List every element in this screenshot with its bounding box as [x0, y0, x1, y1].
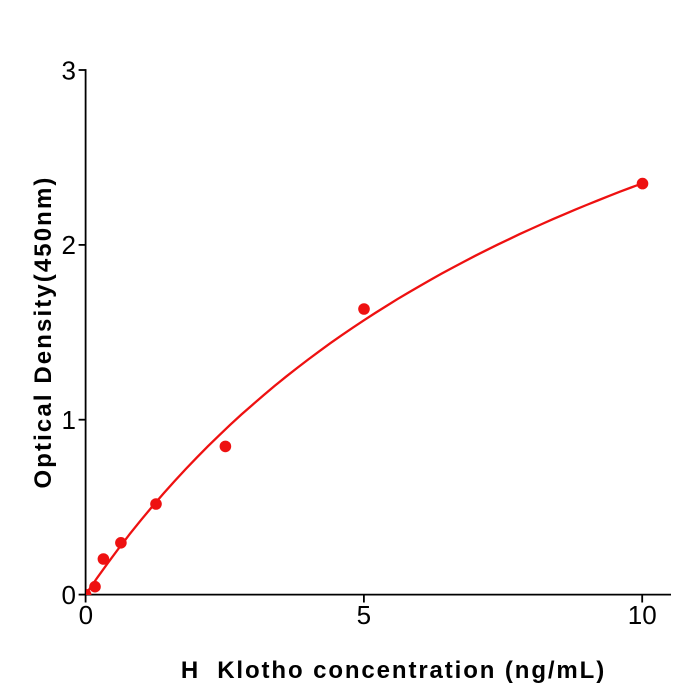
svg-text:0: 0	[79, 600, 93, 630]
svg-text:Optical Density(450nm): Optical Density(450nm)	[30, 176, 57, 489]
svg-text:3: 3	[62, 55, 76, 85]
svg-text:0: 0	[62, 580, 76, 610]
svg-text:1: 1	[62, 405, 76, 435]
svg-text:H Klotho concentration (ng/mL: H Klotho concentration (ng/mL)	[181, 657, 606, 684]
svg-text:5: 5	[357, 600, 371, 630]
svg-text:10: 10	[628, 600, 657, 630]
svg-text:2: 2	[62, 230, 76, 260]
